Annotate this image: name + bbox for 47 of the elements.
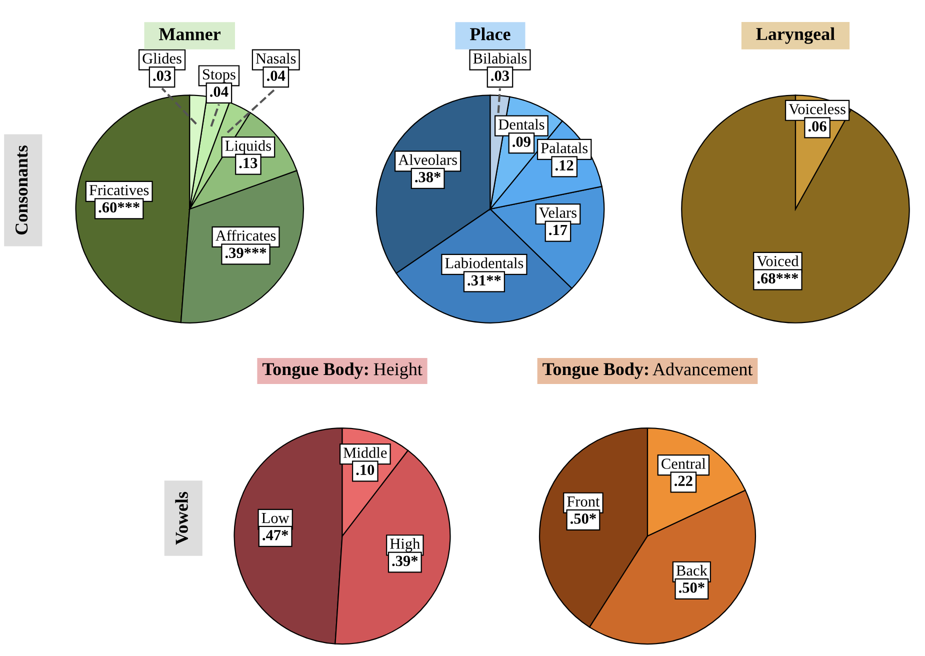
data-label: .03	[153, 70, 172, 81]
data-label: .13	[239, 158, 258, 168]
data-label: .39*	[392, 556, 418, 566]
data-label: .04	[210, 86, 228, 97]
chart-title: Laryngeal	[756, 27, 835, 44]
data-label: .06	[808, 121, 826, 132]
data-label: .68***	[757, 273, 798, 284]
chart-title: Tongue Body: Advancement	[542, 362, 753, 380]
chart-title: Place	[470, 28, 510, 40]
slice-label: Alveolars	[398, 154, 457, 166]
data-label: .50*	[679, 582, 704, 593]
slice-label: Front	[567, 496, 600, 507]
data-label: .17	[549, 224, 568, 236]
data-label: .12	[555, 160, 574, 171]
slice-label: Dentals	[498, 118, 544, 130]
slice-label: Glides	[142, 52, 182, 64]
legend-label: Stops	[202, 69, 236, 83]
chart-title: Tongue Body: Height	[262, 362, 422, 380]
slice-label: Labiodentals	[445, 258, 524, 268]
data-label: .38*	[415, 172, 441, 182]
slice-label: Nasals	[256, 52, 296, 64]
slice-label: Middle	[344, 447, 387, 458]
data-label: .22	[674, 476, 692, 486]
slice-label: Voiced	[756, 256, 799, 266]
data-label: .04	[267, 70, 286, 81]
slice-label: Fricatives	[89, 184, 149, 196]
legend-label: Palatals	[541, 142, 588, 154]
slice-label: Velars	[539, 207, 577, 218]
data-label: .31**	[468, 275, 501, 286]
slice-label: Low	[262, 513, 290, 524]
slice-label: Central	[662, 458, 706, 469]
data-label: .50*	[570, 513, 596, 524]
slice-label: Voiceless	[788, 103, 846, 114]
slice-label: Bilabials	[473, 52, 527, 64]
text: Consonants	[16, 146, 28, 235]
slice-label: Liquids	[225, 140, 271, 154]
data-label: .03	[491, 70, 510, 81]
slice-label: Affricates	[216, 230, 276, 241]
data-label: .09	[512, 136, 530, 147]
data-label: .10	[356, 464, 374, 476]
slice-label: Back	[676, 564, 708, 576]
data-label: .39***	[225, 248, 266, 258]
text: Vowels	[175, 492, 188, 545]
data-label: .60***	[98, 202, 140, 213]
slice-label: High	[390, 538, 420, 552]
data-label: .47*	[262, 530, 288, 540]
chart-title: Manner	[159, 28, 220, 40]
